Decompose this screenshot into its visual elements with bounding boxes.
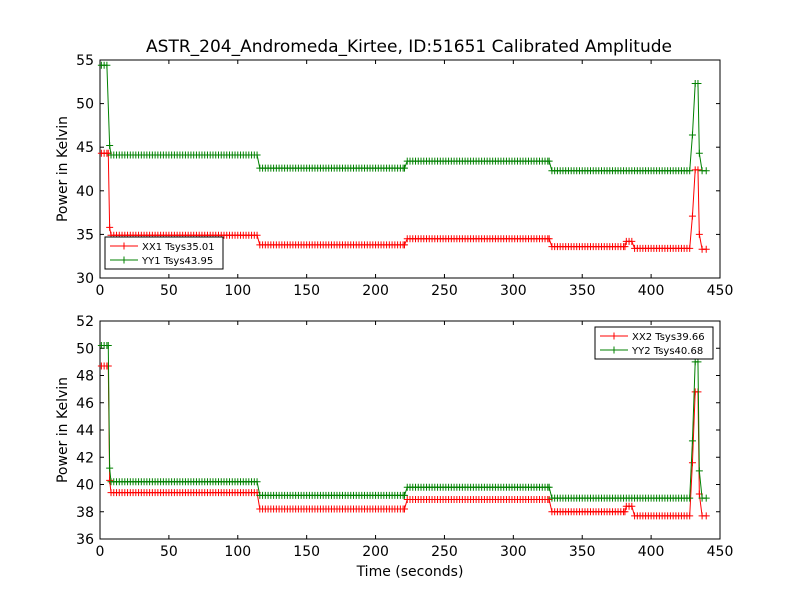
y-tick-label: 42 <box>76 450 94 466</box>
y-axis-label: Power in Kelvin <box>55 377 71 483</box>
x-tick-label: 100 <box>224 544 251 560</box>
legend-label: YY1 Tsys43.95 <box>141 256 213 267</box>
data-point <box>106 223 114 231</box>
x-tick-label: 100 <box>224 283 251 299</box>
legend-marker <box>610 346 618 354</box>
y-tick-label: 46 <box>76 396 94 412</box>
data-point <box>106 476 114 484</box>
y-axis-label: Power in Kelvin <box>55 116 71 222</box>
x-tick-label: 200 <box>362 283 389 299</box>
data-point <box>695 467 703 475</box>
x-axis-label: Time (seconds) <box>356 564 464 580</box>
y-tick-label: 36 <box>76 532 94 548</box>
data-point <box>694 80 702 88</box>
series-1 <box>97 362 710 520</box>
series-2 <box>97 342 710 502</box>
data-point <box>686 512 694 520</box>
x-tick-label: 50 <box>160 544 178 560</box>
legend-label: XX2 Tsys39.66 <box>632 332 705 343</box>
x-tick-label: 300 <box>500 283 527 299</box>
data-point <box>621 508 629 516</box>
data-point <box>688 131 696 139</box>
y-tick-label: 48 <box>76 369 94 385</box>
legend-marker <box>120 256 128 264</box>
legend-box <box>104 236 224 270</box>
x-tick-label: 0 <box>96 283 105 299</box>
legend: XX1 Tsys35.01 YY1 Tsys43.95 <box>104 236 224 270</box>
x-tick-label: 250 <box>431 283 458 299</box>
y-tick-label: 44 <box>76 423 94 439</box>
data-point <box>545 483 553 491</box>
y-tick-label: 50 <box>76 97 94 113</box>
y-tick-label: 40 <box>76 478 94 494</box>
y-tick-label: 50 <box>76 341 94 357</box>
chart-title: ASTR_204_Andromeda_Kirtee, ID:51651 Cali… <box>146 37 672 57</box>
y-tick-label: 55 <box>76 53 94 69</box>
data-point <box>545 157 553 165</box>
legend: XX2 Tsys39.66 YY2 Tsys40.68 <box>594 326 714 360</box>
data-point <box>702 512 710 520</box>
y-tick-label: 52 <box>76 314 94 330</box>
y-tick-label: 35 <box>76 227 94 243</box>
data-point <box>400 164 408 172</box>
series-1 <box>97 149 710 253</box>
x-tick-label: 300 <box>500 544 527 560</box>
bottom-panel: 0 50 100 150 200 250 300 350 400 450 36 38 40 42 44 46 4… <box>55 314 733 580</box>
data-point <box>628 237 636 245</box>
x-tick-label: 250 <box>431 544 458 560</box>
plot-frame <box>99 59 721 279</box>
legend-box <box>594 326 714 360</box>
data-point <box>253 478 261 486</box>
data-point <box>688 212 696 220</box>
data-point <box>702 494 710 502</box>
series-2 <box>97 61 710 175</box>
x-tick-label: 400 <box>638 544 665 560</box>
x-tick-label: 450 <box>707 283 734 299</box>
x-tick-label: 350 <box>569 283 596 299</box>
top-panel: 0 50 100 150 200 250 300 350 400 450 30 35 40 45 50 55 P… <box>55 53 733 299</box>
data-point <box>694 166 702 174</box>
y-tick-label: 30 <box>76 271 94 287</box>
data-point <box>400 491 408 499</box>
legend-marker <box>610 332 618 340</box>
data-point <box>694 358 702 366</box>
y-tick-label: 45 <box>76 140 94 156</box>
data-point <box>702 167 710 175</box>
y-tick-label: 40 <box>76 184 94 200</box>
data-point <box>253 231 261 239</box>
data-point <box>686 494 694 502</box>
data-point <box>702 245 710 253</box>
x-tick-label: 200 <box>362 544 389 560</box>
data-point <box>695 230 703 238</box>
x-tick-label: 150 <box>293 283 320 299</box>
data-point <box>688 459 696 467</box>
data-point <box>686 167 694 175</box>
data-point <box>106 464 114 472</box>
data-point <box>686 244 694 252</box>
legend-marker <box>120 242 128 250</box>
x-tick-label: 150 <box>293 544 320 560</box>
x-tick-label: 0 <box>96 544 105 560</box>
y-tick-label: 38 <box>76 505 94 521</box>
x-tick-label: 50 <box>160 283 178 299</box>
x-tick-label: 450 <box>707 544 734 560</box>
data-point <box>103 61 111 69</box>
data-point <box>628 502 636 510</box>
data-point <box>104 342 112 350</box>
data-point <box>695 149 703 157</box>
data-point <box>106 141 114 149</box>
data-point <box>253 151 261 159</box>
data-point <box>688 437 696 445</box>
x-tick-label: 350 <box>569 544 596 560</box>
legend-label: YY2 Tsys40.68 <box>631 346 703 357</box>
legend-label: XX1 Tsys35.01 <box>142 242 215 253</box>
data-point <box>400 241 408 249</box>
data-point <box>621 243 629 251</box>
data-point <box>545 235 553 243</box>
data-point <box>400 505 408 513</box>
x-tick-label: 400 <box>638 283 665 299</box>
